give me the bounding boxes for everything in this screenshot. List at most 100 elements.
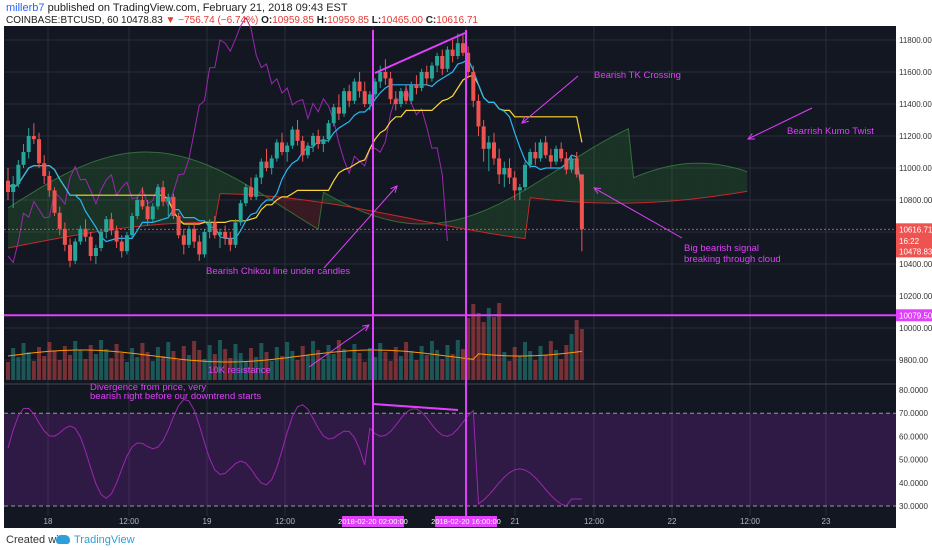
time-axis-label: 21 (511, 517, 520, 526)
tradingview-cloud-icon (56, 535, 70, 544)
low-label: L: (371, 15, 382, 26)
kumo-cloud-segment (302, 199, 308, 223)
kumo-cloud-segment (338, 200, 345, 207)
kumo-cloud-segment (509, 195, 515, 238)
volume-bar (207, 345, 212, 380)
volume-bar (21, 343, 26, 380)
close-value: 10616.71 (436, 15, 478, 26)
candle-body (6, 180, 10, 192)
kumo-cloud-segment (680, 163, 686, 201)
volume-bar (517, 356, 522, 380)
kumo-cloud-segment (230, 175, 236, 195)
annotation-text: 10K resistance (208, 365, 271, 376)
kumo-cloud-segment (674, 164, 681, 201)
volume-bar (243, 362, 248, 380)
price-tag-box (896, 245, 932, 258)
price-tag-box (896, 309, 932, 322)
price-axis-label: 11400.00 (899, 100, 932, 109)
kumo-cloud-segment (209, 166, 215, 223)
kumo-cloud-segment (716, 164, 722, 197)
volume-bar (481, 322, 486, 380)
annotation-text: Bearish Chikou line under candles (206, 266, 350, 277)
kumo-cloud-segment (395, 215, 401, 223)
candle-body (135, 200, 140, 216)
author-link[interactable]: millerb7 (6, 2, 45, 14)
kumo-cloud-segment (64, 171, 71, 238)
kumo-cloud-segment (400, 216, 407, 224)
volume-bar (140, 343, 145, 380)
kumo-cloud-segment (519, 189, 525, 239)
candle-body (274, 142, 279, 159)
candle-body (388, 78, 393, 100)
kumo-cloud-segment (204, 163, 210, 223)
volume-bar (31, 361, 36, 380)
candle-body (569, 158, 574, 170)
volume-bar (181, 346, 186, 380)
price-axis-label: 10000.00 (899, 324, 932, 333)
price-axis-label: 11000.00 (899, 164, 932, 173)
kumo-cloud-segment (566, 160, 572, 202)
candle-body (579, 174, 584, 230)
kumo-cloud-segment (550, 170, 557, 201)
volume-bar (336, 340, 341, 380)
candle-body (83, 228, 88, 237)
kumo-cloud-segment (70, 169, 76, 237)
time-axis-label: 2018-02-20 02:00:00 (338, 517, 408, 526)
time-axis-label: 23 (822, 517, 831, 526)
kumo-cloud-segment (183, 157, 189, 223)
candle-body (543, 142, 548, 156)
price-axis-label: 11200.00 (899, 132, 932, 141)
candle-body (233, 222, 238, 245)
candle-body (130, 216, 135, 236)
kumo-cloud-segment (700, 163, 706, 199)
price-tag-label: 10478.83 (899, 247, 932, 256)
candle-body (62, 228, 67, 245)
candle-body (435, 56, 440, 66)
senkou-span-a-line (7, 128, 748, 231)
kumo-cloud-segment (535, 180, 541, 199)
kumo-cloud-segment (493, 203, 500, 235)
candle-body (197, 241, 202, 255)
kumo-cloud-segment (592, 145, 598, 203)
time-axis-label: 12:00 (275, 517, 296, 526)
volume-bar (269, 361, 274, 380)
arrow-10k-head (362, 324, 370, 332)
last-price: 10478.83 (121, 15, 163, 26)
candle-body (114, 230, 119, 242)
volume-bar (445, 345, 450, 380)
close-label: C: (425, 15, 437, 26)
candle-body (124, 235, 129, 252)
tradingview-brand-link[interactable]: TradingView (74, 534, 135, 546)
kumo-cloud-segment (214, 168, 220, 223)
volume-bar (52, 351, 57, 380)
price-axis-label: 11800.00 (899, 36, 932, 45)
volume-bar (419, 346, 424, 380)
volume-bar (331, 354, 336, 380)
volume-ma-line (7, 349, 582, 363)
volume-bar (6, 362, 10, 380)
kumo-cloud-segment (297, 199, 303, 220)
candle-body (290, 129, 295, 146)
volume-bar (285, 342, 290, 380)
volume-bar (450, 354, 455, 380)
candle-body (26, 136, 31, 152)
arrow-kumo-twist (747, 107, 813, 140)
candle-body (331, 107, 336, 124)
price-tag-label: 10079.50 (899, 311, 932, 320)
candle-body (305, 145, 310, 156)
volume-bar (62, 346, 67, 380)
kumo-cloud-segment (669, 165, 675, 202)
volume-bar (42, 356, 47, 380)
candle-body (57, 212, 62, 229)
kumo-cloud-segment (742, 170, 748, 193)
volume-bar (47, 342, 52, 380)
annotation-text: breaking through cloud (684, 254, 781, 265)
kumo-cloud-segment (705, 163, 712, 198)
kumo-cloud-segment (695, 163, 701, 199)
kumo-cloud-segment (618, 131, 624, 204)
kumo-cloud-segment (199, 161, 205, 223)
kumo-cloud-segment (649, 170, 655, 203)
rsi-axis-label: 50.0000 (899, 456, 928, 465)
kumo-cloud-segment (452, 219, 458, 228)
